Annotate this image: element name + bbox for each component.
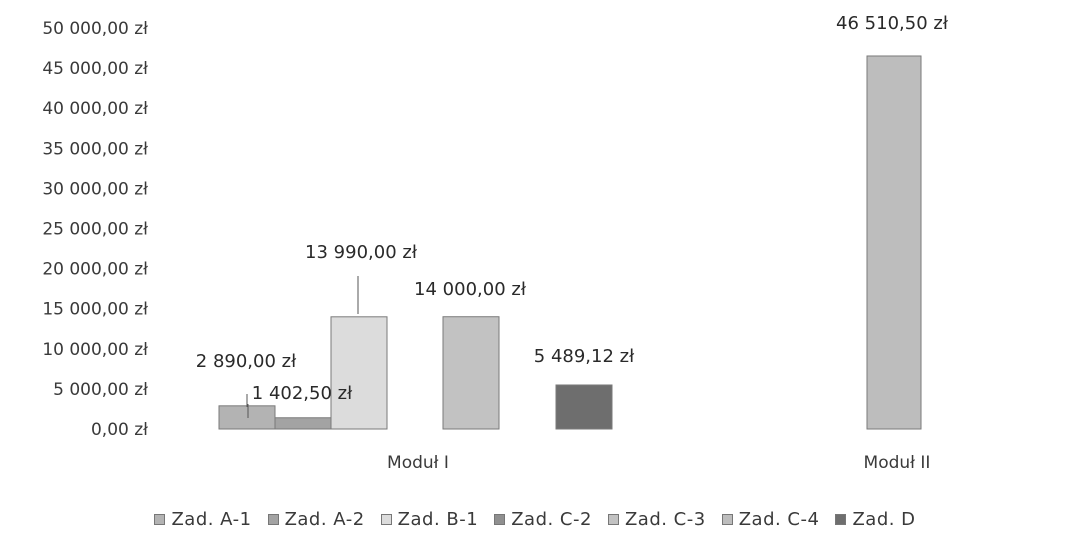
- legend-item: Zad. A-1: [154, 509, 251, 530]
- legend-item: Zad. B-1: [381, 509, 479, 530]
- legend-item: Zad. C-3: [608, 509, 706, 530]
- x-axis: Moduł I Moduł II: [387, 453, 930, 473]
- legend-label: Zad. A-2: [285, 509, 365, 530]
- y-tick-label: 35 000,00 zł: [42, 139, 148, 159]
- data-label: 5 489,12 zł: [534, 346, 635, 367]
- y-tick-label: 25 000,00 zł: [42, 220, 148, 240]
- bar-zad-a-1: [219, 406, 275, 429]
- data-label: 1 402,50 zł: [252, 383, 353, 404]
- legend-swatch: [154, 514, 165, 525]
- legend-item: Zad. C-2: [494, 509, 592, 530]
- y-tick-label: 20 000,00 zł: [42, 260, 148, 280]
- legend-label: Zad. C-4: [739, 509, 820, 530]
- legend-label: Zad. C-2: [511, 509, 592, 530]
- y-tick-label: 15 000,00 zł: [42, 300, 148, 320]
- y-axis: 0,00 zł 5 000,00 zł 10 000,00 zł 15 000,00 …: [42, 19, 148, 440]
- data-label: 2 890,00 zł: [196, 351, 297, 372]
- y-tick-label: 5 000,00 zł: [53, 380, 148, 400]
- data-labels: 2 890,00 zł 1 402,50 zł 13 990,00 zł 14 000…: [196, 13, 949, 418]
- bar-zad-b-1: [331, 317, 387, 429]
- legend-swatch: [608, 514, 619, 525]
- legend-label: Zad. B-1: [398, 509, 479, 530]
- legend-item: Zad. A-2: [268, 509, 365, 530]
- legend-item: Zad. C-4: [722, 509, 820, 530]
- category-label: Moduł II: [864, 453, 931, 473]
- legend-swatch: [494, 514, 505, 525]
- legend-item: Zad. D: [835, 509, 915, 530]
- legend: Zad. A-1 Zad. A-2 Zad. B-1 Zad. C-2 Zad. C-3…: [0, 509, 1070, 530]
- legend-swatch: [722, 514, 733, 525]
- legend-swatch: [835, 514, 846, 525]
- y-tick-label: 30 000,00 zł: [42, 179, 148, 199]
- legend-label: Zad. A-1: [171, 509, 251, 530]
- bar-zad-c-3: [443, 317, 499, 429]
- data-label: 14 000,00 zł: [414, 279, 527, 300]
- data-label: 13 990,00 zł: [305, 242, 418, 263]
- legend-swatch: [381, 514, 392, 525]
- category-label: Moduł I: [387, 453, 449, 473]
- data-label: 46 510,50 zł: [836, 13, 949, 34]
- bar-zad-d: [556, 385, 612, 429]
- bar-chart: 0,00 zł 5 000,00 zł 10 000,00 zł 15 000,00 …: [0, 0, 1070, 500]
- y-tick-label: 45 000,00 zł: [42, 59, 148, 79]
- legend-label: Zad. D: [852, 509, 915, 530]
- y-tick-label: 40 000,00 zł: [42, 99, 148, 119]
- y-tick-label: 10 000,00 zł: [42, 340, 148, 360]
- bar-zad-a-2: [275, 418, 331, 429]
- legend-label: Zad. C-3: [625, 509, 706, 530]
- y-tick-label: 0,00 zł: [91, 420, 148, 440]
- bar-zad-c-4: [867, 56, 921, 429]
- y-tick-label: 50 000,00 zł: [42, 19, 148, 39]
- legend-swatch: [268, 514, 279, 525]
